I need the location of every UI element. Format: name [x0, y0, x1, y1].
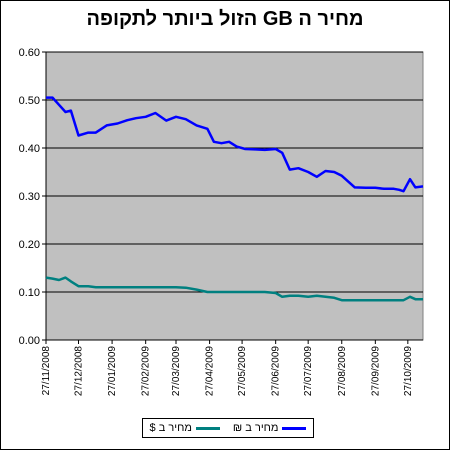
- series-line-1: [45, 276, 423, 302]
- legend-swatch-nis: [282, 426, 307, 430]
- x-tick-label: 27/06/2009: [271, 346, 282, 396]
- legend-label-nis: מחיר ב ₪: [232, 422, 279, 434]
- series-line-0: [46, 96, 424, 193]
- legend: מחיר ב ₪ מחיר ב $: [142, 418, 314, 438]
- x-tick-label: 27/02/2009: [141, 346, 152, 396]
- x-tick-label: 27/01/2009: [107, 346, 118, 396]
- y-tick-label: 0.60: [19, 47, 40, 59]
- x-tick-label: 27/07/2009: [303, 346, 314, 396]
- y-tick-label: 0.40: [19, 143, 40, 155]
- y-tick-label: 0.50: [19, 95, 40, 107]
- legend-item-usd: מחיר ב $: [150, 422, 220, 434]
- legend-swatch-usd: [195, 426, 220, 430]
- x-axis-ticks: 27/11/2008 27/12/2008 27/01/2009 27/02/2009…: [41, 340, 414, 396]
- x-tick-label: 27/09/2009: [370, 346, 381, 396]
- series-lines: [45, 96, 424, 302]
- y-tick-label: 0.30: [19, 191, 40, 203]
- gridlines: [46, 51, 423, 341]
- x-tick-label: 27/04/2009: [205, 346, 216, 396]
- chart-title: מחיר ה GB הזול ביותר לתקופה: [86, 8, 364, 30]
- legend-label-usd: מחיר ב $: [149, 422, 192, 434]
- y-tick-label: 0.10: [19, 287, 40, 299]
- x-tick-label: 27/08/2009: [337, 346, 348, 396]
- legend-item-nis: מחיר ב ₪: [233, 422, 307, 434]
- x-tick-label: 27/05/2009: [237, 346, 248, 396]
- y-axis-ticks: 0.00 0.10 0.20 0.30 0.40 0.50 0.60: [19, 47, 47, 347]
- x-tick-label: 27/11/2008: [41, 346, 52, 396]
- y-tick-label: 0.00: [19, 335, 40, 347]
- x-tick-label: 27/03/2009: [171, 346, 182, 396]
- x-tick-label: 27/10/2009: [403, 346, 414, 396]
- x-tick-label: 27/12/2008: [74, 346, 85, 396]
- y-tick-label: 0.20: [19, 239, 40, 251]
